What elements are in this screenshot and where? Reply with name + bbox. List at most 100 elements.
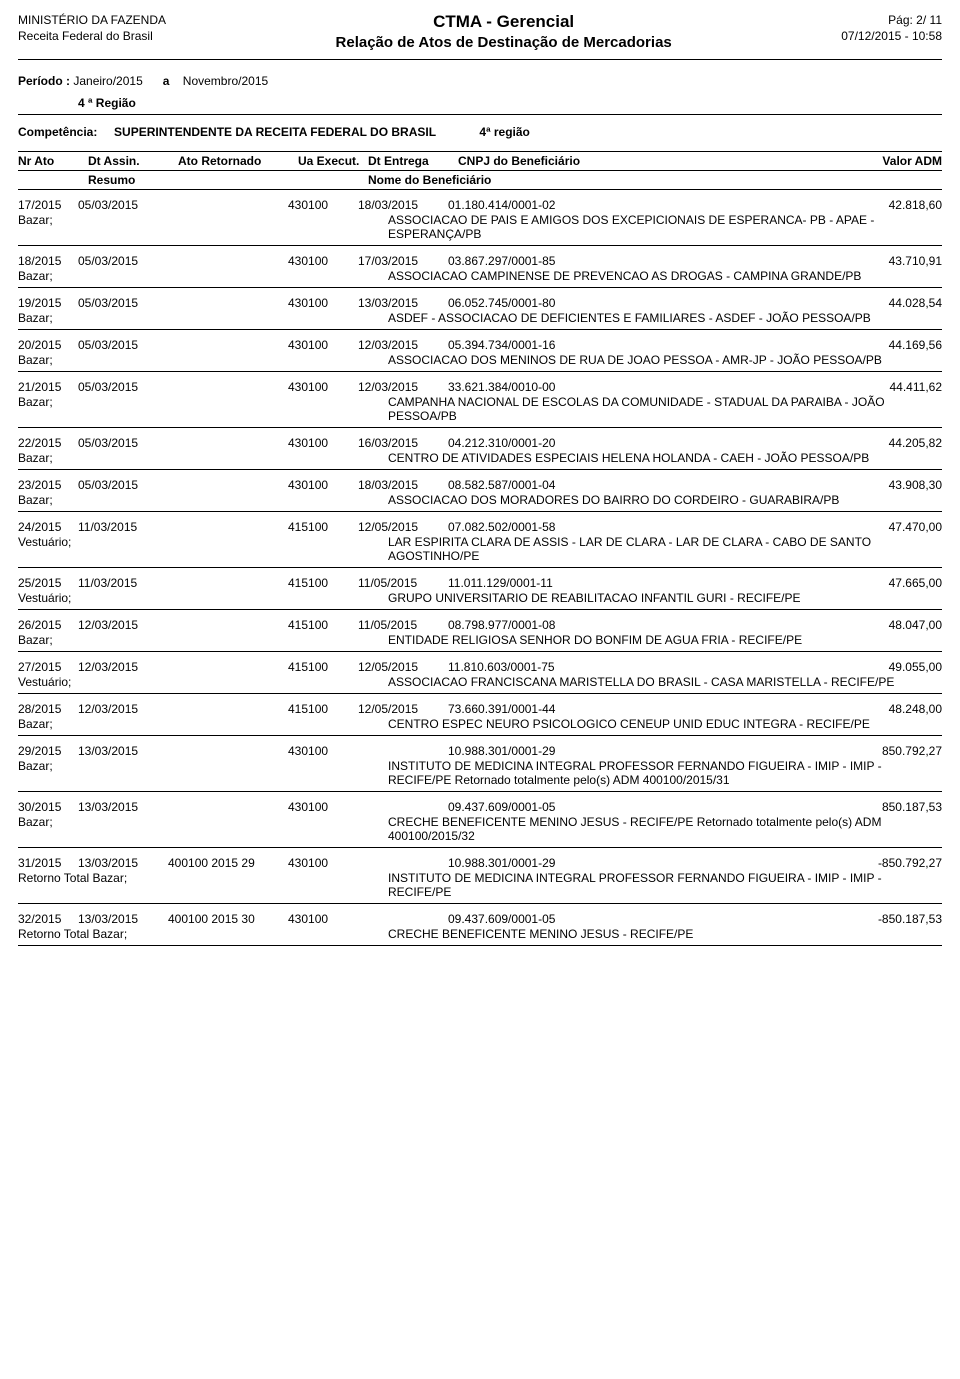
- cell-nr-ato: 30/2015: [18, 800, 78, 814]
- cell-valor: -850.792,27: [608, 856, 942, 870]
- cell-dt-entrega: 13/03/2015: [358, 296, 448, 310]
- cell-ato-retornado: [168, 660, 288, 674]
- cell-cnpj: 08.798.977/0001-08: [448, 618, 608, 632]
- col-dt-assin: Dt Assin.: [88, 154, 178, 168]
- cell-nome: GRUPO UNIVERSITARIO DE REABILITACAO INFA…: [388, 591, 942, 605]
- cell-resumo: Bazar;: [18, 493, 178, 507]
- entry-row2: Vestuário;GRUPO UNIVERSITARIO DE REABILI…: [18, 590, 942, 610]
- cell-ua: 415100: [288, 576, 358, 590]
- cell-ato-retornado: [168, 702, 288, 716]
- cell-dt-assin: 12/03/2015: [78, 702, 168, 716]
- cell-resumo: Bazar;: [18, 633, 178, 647]
- entry-row2: Bazar;ASSOCIACAO DOS MENINOS DE RUA DE J…: [18, 352, 942, 372]
- cell-resumo: Bazar;: [18, 451, 178, 465]
- cell-valor: 44.169,56: [608, 338, 942, 352]
- table-entry: 30/201513/03/201543010009.437.609/0001-0…: [18, 798, 942, 848]
- entry-row1: 17/201505/03/201543010018/03/201501.180.…: [18, 196, 942, 212]
- entry-row1: 21/201505/03/201543010012/03/201533.621.…: [18, 378, 942, 394]
- cell-dt-entrega: 18/03/2015: [358, 478, 448, 492]
- entry-row1: 20/201505/03/201543010012/03/201505.394.…: [18, 336, 942, 352]
- cell-ato-retornado: [168, 380, 288, 394]
- ministry-name: MINISTÉRIO DA FAZENDA: [18, 12, 166, 28]
- col-valor: Valor ADM: [618, 154, 942, 168]
- entry-row2: Bazar; ASSOCIACAO CAMPINENSE DE PREVENCAO…: [18, 268, 942, 288]
- cell-nr-ato: 18/2015: [18, 254, 78, 268]
- cell-dt-assin: 05/03/2015: [78, 296, 168, 310]
- cell-dt-entrega: 12/03/2015: [358, 380, 448, 394]
- period-label: Período :: [18, 74, 70, 88]
- col-dt-entrega: Dt Entrega: [368, 154, 458, 168]
- entry-row2: Bazar;ASDEF - ASSOCIACAO DE DEFICIENTES …: [18, 310, 942, 330]
- cell-valor: 43.710,91: [608, 254, 942, 268]
- cell-dt-assin: 11/03/2015: [78, 520, 168, 534]
- cell-dt-assin: 05/03/2015: [78, 478, 168, 492]
- cell-dt-assin: 05/03/2015: [78, 198, 168, 212]
- cell-dt-assin: 12/03/2015: [78, 618, 168, 632]
- cell-ua: 430100: [288, 856, 358, 870]
- cell-ato-retornado: [168, 296, 288, 310]
- cell-dt-entrega: 12/05/2015: [358, 702, 448, 716]
- cell-nome: CRECHE BENEFICENTE MENINO JESUS - RECIFE…: [388, 927, 942, 941]
- competencia-line: Competência: SUPERINTENDENTE DA RECEITA …: [18, 125, 942, 139]
- table-entry: 25/201511/03/201541510011/05/201511.011.…: [18, 574, 942, 610]
- page-header: MINISTÉRIO DA FAZENDA Receita Federal do…: [18, 12, 942, 60]
- cell-ato-retornado: 400100 2015 30: [168, 912, 288, 926]
- cell-ua: 430100: [288, 254, 358, 268]
- cell-dt-assin: 13/03/2015: [78, 800, 168, 814]
- entry-row1: 25/201511/03/201541510011/05/201511.011.…: [18, 574, 942, 590]
- page-total: 11: [930, 13, 942, 27]
- cell-nome: LAR ESPIRITA CLARA DE ASSIS - LAR DE CLA…: [388, 535, 942, 563]
- page-sep: /: [923, 13, 930, 27]
- cell-ua: 430100: [288, 478, 358, 492]
- cell-resumo: Bazar;: [18, 717, 178, 731]
- cell-resumo: Bazar;: [18, 815, 178, 843]
- column-header-row1: Nr Ato Dt Assin. Ato Retornado Ua Execut…: [18, 151, 942, 171]
- cell-ato-retornado: [168, 744, 288, 758]
- cell-cnpj: 11.011.129/0001-11: [448, 576, 608, 590]
- entry-row1: 22/201505/03/201543010016/03/201504.212.…: [18, 434, 942, 450]
- entry-row2: Vestuário;ASSOCIACAO FRANCISCANA MARISTE…: [18, 674, 942, 694]
- cell-valor: 44.205,82: [608, 436, 942, 450]
- col-nr-ato: Nr Ato: [18, 154, 88, 168]
- cell-valor: -850.187,53: [608, 912, 942, 926]
- cell-nr-ato: 25/2015: [18, 576, 78, 590]
- cell-dt-entrega: 11/05/2015: [358, 576, 448, 590]
- entry-row1: 31/201513/03/2015400100 2015 2943010010.…: [18, 854, 942, 870]
- cell-resumo: Bazar;: [18, 395, 178, 423]
- cell-dt-assin: 05/03/2015: [78, 338, 168, 352]
- cell-cnpj: 04.212.310/0001-20: [448, 436, 608, 450]
- cell-dt-entrega: 12/03/2015: [358, 338, 448, 352]
- cell-nr-ato: 27/2015: [18, 660, 78, 674]
- cell-cnpj: 11.810.603/0001-75: [448, 660, 608, 674]
- cell-nome: CENTRO DE ATIVIDADES ESPECIAIS HELENA HO…: [388, 451, 942, 465]
- cell-dt-assin: 05/03/2015: [78, 254, 168, 268]
- cell-ua: 430100: [288, 380, 358, 394]
- cell-nr-ato: 21/2015: [18, 380, 78, 394]
- cell-nome: ASSOCIACAO CAMPINENSE DE PREVENCAO AS DR…: [388, 269, 942, 283]
- entry-row2: Bazar;CENTRO ESPEC NEURO PSICOLOGICO CEN…: [18, 716, 942, 736]
- cell-dt-assin: 05/03/2015: [78, 380, 168, 394]
- page-current: 2: [916, 13, 923, 27]
- cell-resumo: Bazar;: [18, 269, 178, 283]
- table-entry: 26/201512/03/201541510011/05/201508.798.…: [18, 616, 942, 652]
- col-resumo: Resumo: [88, 173, 178, 187]
- cell-ua: 430100: [288, 800, 358, 814]
- entry-row1: 29/201513/03/201543010010.988.301/0001-2…: [18, 742, 942, 758]
- cell-ua: 415100: [288, 618, 358, 632]
- entry-row1: 18/201505/03/201543010017/03/201503.867.…: [18, 252, 942, 268]
- cell-resumo: Retorno Total Bazar;: [18, 871, 178, 899]
- entry-row1: 30/201513/03/201543010009.437.609/0001-0…: [18, 798, 942, 814]
- cell-nr-ato: 26/2015: [18, 618, 78, 632]
- col-cnpj: CNPJ do Beneficiário: [458, 154, 618, 168]
- entry-row1: 23/201505/03/201543010018/03/201508.582.…: [18, 476, 942, 492]
- cell-dt-assin: 13/03/2015: [78, 912, 168, 926]
- cell-dt-entrega: [358, 856, 448, 870]
- report-title-1: CTMA - Gerencial: [336, 12, 672, 32]
- cell-valor: 47.470,00: [608, 520, 942, 534]
- entries-container: 17/201505/03/201543010018/03/201501.180.…: [18, 196, 942, 946]
- region-heading: 4 ª Região: [78, 96, 942, 110]
- agency-name: Receita Federal do Brasil: [18, 28, 166, 44]
- cell-valor: 43.908,30: [608, 478, 942, 492]
- cell-dt-assin: 12/03/2015: [78, 660, 168, 674]
- cell-nome: ASSOCIACAO DOS MENINOS DE RUA DE JOAO PE…: [388, 353, 942, 367]
